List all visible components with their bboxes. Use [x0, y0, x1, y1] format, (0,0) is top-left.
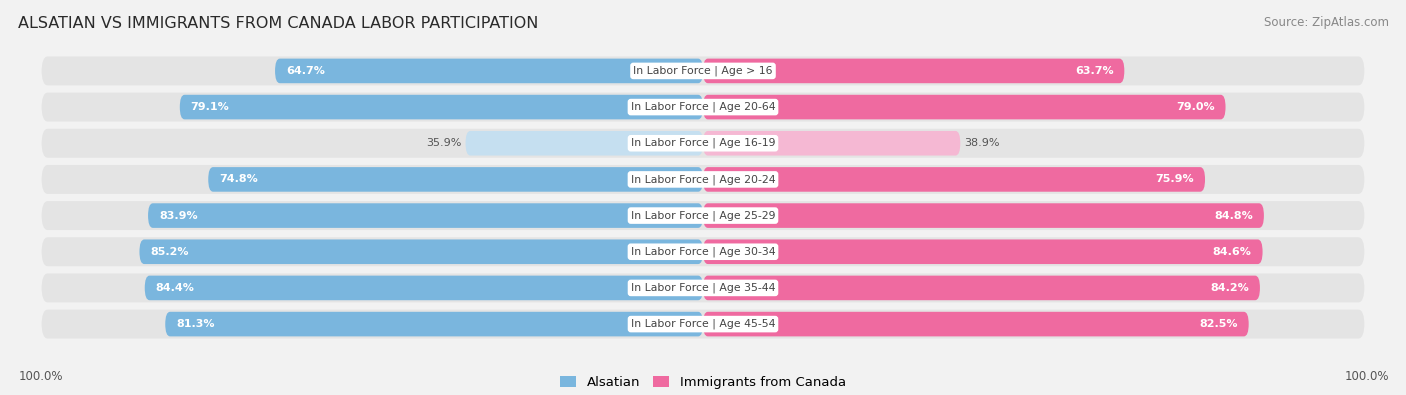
FancyBboxPatch shape: [703, 276, 1260, 300]
FancyBboxPatch shape: [148, 203, 703, 228]
Text: 79.0%: 79.0%: [1175, 102, 1215, 112]
FancyBboxPatch shape: [42, 310, 1364, 339]
Text: Source: ZipAtlas.com: Source: ZipAtlas.com: [1264, 16, 1389, 29]
Text: In Labor Force | Age 35-44: In Labor Force | Age 35-44: [631, 283, 775, 293]
Text: 84.8%: 84.8%: [1215, 211, 1253, 220]
Text: In Labor Force | Age 20-24: In Labor Force | Age 20-24: [631, 174, 775, 185]
Text: 82.5%: 82.5%: [1199, 319, 1237, 329]
Text: 83.9%: 83.9%: [159, 211, 198, 220]
Text: In Labor Force | Age > 16: In Labor Force | Age > 16: [633, 66, 773, 76]
Text: 64.7%: 64.7%: [285, 66, 325, 76]
FancyBboxPatch shape: [42, 92, 1364, 122]
FancyBboxPatch shape: [465, 131, 703, 156]
Text: In Labor Force | Age 16-19: In Labor Force | Age 16-19: [631, 138, 775, 149]
Text: 100.0%: 100.0%: [1344, 370, 1389, 383]
FancyBboxPatch shape: [42, 273, 1364, 303]
Text: 84.2%: 84.2%: [1211, 283, 1249, 293]
FancyBboxPatch shape: [703, 58, 1125, 83]
FancyBboxPatch shape: [145, 276, 703, 300]
Text: 63.7%: 63.7%: [1074, 66, 1114, 76]
Text: 84.4%: 84.4%: [156, 283, 194, 293]
FancyBboxPatch shape: [703, 312, 1249, 337]
Text: 81.3%: 81.3%: [176, 319, 215, 329]
FancyBboxPatch shape: [42, 56, 1364, 85]
FancyBboxPatch shape: [42, 165, 1364, 194]
FancyBboxPatch shape: [703, 239, 1263, 264]
Text: 85.2%: 85.2%: [150, 247, 188, 257]
Text: 74.8%: 74.8%: [219, 175, 257, 184]
FancyBboxPatch shape: [180, 95, 703, 119]
Text: In Labor Force | Age 20-64: In Labor Force | Age 20-64: [631, 102, 775, 112]
FancyBboxPatch shape: [703, 203, 1264, 228]
Text: 35.9%: 35.9%: [426, 138, 461, 148]
FancyBboxPatch shape: [703, 131, 960, 156]
FancyBboxPatch shape: [208, 167, 703, 192]
Text: 84.6%: 84.6%: [1213, 247, 1251, 257]
Text: 38.9%: 38.9%: [965, 138, 1000, 148]
FancyBboxPatch shape: [276, 58, 703, 83]
FancyBboxPatch shape: [42, 129, 1364, 158]
FancyBboxPatch shape: [703, 167, 1205, 192]
FancyBboxPatch shape: [139, 239, 703, 264]
Text: ALSATIAN VS IMMIGRANTS FROM CANADA LABOR PARTICIPATION: ALSATIAN VS IMMIGRANTS FROM CANADA LABOR…: [18, 16, 538, 31]
Text: In Labor Force | Age 30-34: In Labor Force | Age 30-34: [631, 246, 775, 257]
Text: 79.1%: 79.1%: [191, 102, 229, 112]
Text: 100.0%: 100.0%: [18, 370, 63, 383]
Text: In Labor Force | Age 45-54: In Labor Force | Age 45-54: [631, 319, 775, 329]
FancyBboxPatch shape: [166, 312, 703, 337]
FancyBboxPatch shape: [42, 201, 1364, 230]
Legend: Alsatian, Immigrants from Canada: Alsatian, Immigrants from Canada: [560, 376, 846, 389]
Text: In Labor Force | Age 25-29: In Labor Force | Age 25-29: [631, 210, 775, 221]
FancyBboxPatch shape: [42, 237, 1364, 266]
FancyBboxPatch shape: [703, 95, 1226, 119]
Text: 75.9%: 75.9%: [1156, 175, 1194, 184]
